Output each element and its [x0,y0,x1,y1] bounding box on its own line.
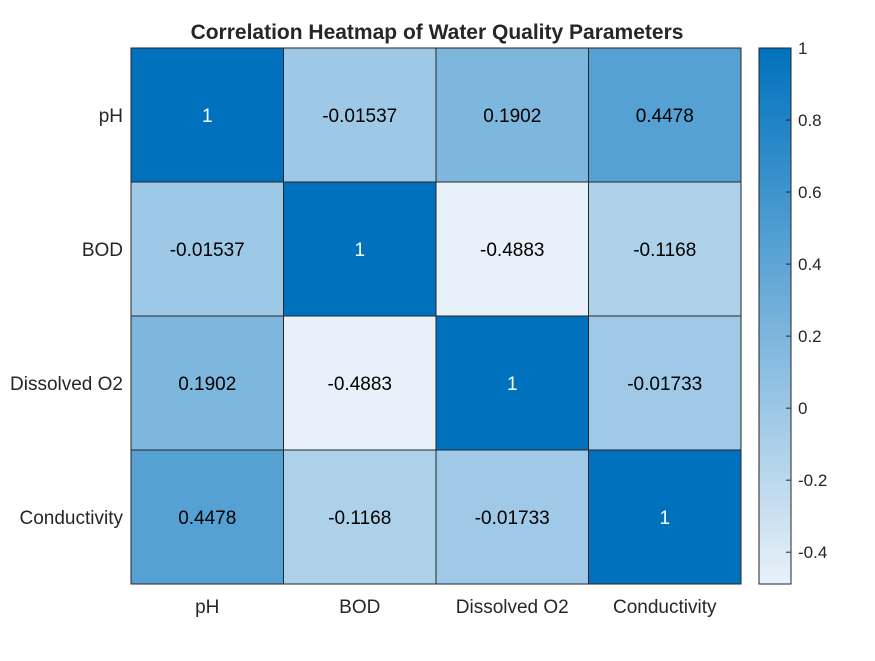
chart-title: Correlation Heatmap of Water Quality Par… [191,21,684,44]
x-tick-label: Dissolved O2 [456,597,569,618]
cell-value-label: -0.01537 [170,240,245,261]
colorbar-tick-label: 1 [798,39,807,58]
heatmap-cell-labels: 1 -0.01537 0.1902 0.4478 -0.01537 1 -0.4883 -0.… [170,106,703,529]
colorbar-tick-label: 0 [798,399,807,418]
cell-value-label: 1 [507,374,518,395]
colorbar-tick-label: 0.6 [798,183,822,202]
heatmap-cell [435,449,589,585]
cell-value-label: 1 [659,508,670,529]
cell-value-label: -0.1168 [328,508,391,529]
y-tick-label: Dissolved O2 [10,374,123,395]
x-tick-label: BOD [339,597,380,618]
heatmap-cell [130,181,284,317]
x-tick-label: Conductivity [613,597,717,618]
cell-value-label: 0.1902 [483,106,541,127]
cell-value-label: 0.4478 [636,106,694,127]
heatmap-cell [435,47,589,183]
heatmap-cell [283,181,437,317]
heatmap-cell [283,47,437,183]
cell-value-label: -0.01537 [322,106,397,127]
colorbar-tick-label: -0.2 [798,471,827,490]
x-axis-tick-labels: pH BOD Dissolved O2 Conductivity [195,597,717,618]
colorbar-tick-label: 0.2 [798,327,822,346]
colorbar-tick-label: -0.4 [798,543,827,562]
colorbar: 1 0.8 0.6 0.4 0.2 0 -0.2 -0.4 [758,39,827,585]
cell-value-label: 1 [354,240,365,261]
y-tick-label: BOD [82,240,123,261]
heatmap-cell [130,47,284,183]
x-tick-label: pH [195,597,219,618]
cell-value-label: -0.01733 [627,374,702,395]
heatmap-cell [588,181,742,317]
colorbar-ticks: 1 0.8 0.6 0.4 0.2 0 -0.2 -0.4 [786,39,827,562]
heatmap-cell [130,449,284,585]
colorbar-tick-label: 0.4 [798,255,822,274]
heatmap-cell [283,449,437,585]
cell-value-label: -0.01733 [475,508,550,529]
heatmap-cell [588,449,742,585]
heatmap-cell [283,315,437,451]
heatmap-cell [588,315,742,451]
heatmap-cells [130,47,742,585]
cell-value-label: -0.1168 [633,240,696,261]
y-tick-label: Conductivity [20,508,124,529]
cell-value-label: 1 [202,106,213,127]
colorbar-tick-label: 0.8 [798,111,822,130]
cell-value-label: -0.4883 [480,240,544,261]
heatmap-cell [588,47,742,183]
cell-value-label: 0.1902 [178,374,236,395]
y-axis-tick-labels: pH BOD Dissolved O2 Conductivity [10,106,123,529]
cell-value-label: 0.4478 [178,508,236,529]
y-tick-label: pH [99,106,123,127]
cell-value-label: -0.4883 [328,374,392,395]
colorbar-gradient [758,47,792,585]
